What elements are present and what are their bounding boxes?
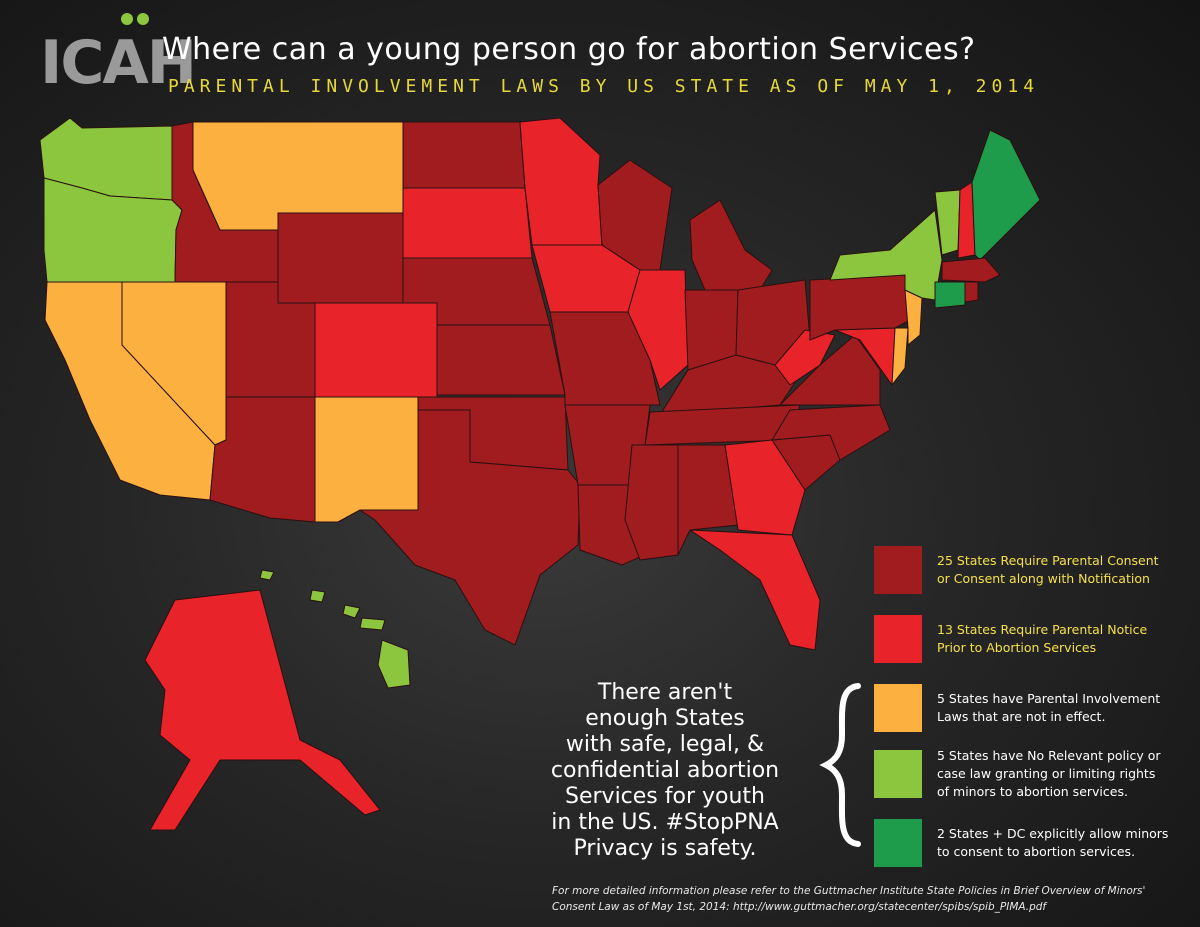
source-footnote: For more detailed information please ref… bbox=[552, 885, 1146, 913]
state-NJ bbox=[904, 289, 923, 346]
state-MS bbox=[624, 444, 679, 561]
slogan: There aren't enough States with safe, le… bbox=[520, 680, 810, 862]
state-FL bbox=[689, 529, 821, 651]
state-CT bbox=[934, 281, 966, 309]
legend-item-allow: 2 States + DC explicitly allow minors to… bbox=[874, 818, 1168, 868]
slogan-line: confidential abortion bbox=[550, 758, 780, 783]
slogan-line: with safe, legal, & bbox=[565, 732, 765, 757]
legend-swatch bbox=[874, 615, 922, 663]
logo-text: ICAH bbox=[40, 28, 197, 98]
page-subtitle: PARENTAL INVOLVEMENT LAWS BY US STATE AS… bbox=[168, 76, 1040, 97]
state-ND bbox=[402, 121, 526, 189]
state-ME bbox=[971, 129, 1041, 261]
state-AZ bbox=[209, 396, 316, 523]
slogan-line: Services for youth bbox=[565, 784, 765, 809]
legend-swatch bbox=[874, 684, 922, 732]
legend-label: 25 States Require Parental Consent or Co… bbox=[937, 553, 1159, 586]
state-WY bbox=[277, 212, 404, 304]
legend-item-notice: 13 States Require Parental Notice Prior … bbox=[874, 614, 1147, 664]
state-TX bbox=[359, 409, 581, 646]
legend-swatch bbox=[874, 750, 922, 798]
state-MI bbox=[689, 199, 773, 291]
legend-swatch bbox=[874, 546, 922, 594]
state-VA bbox=[779, 334, 881, 406]
slogan-line: Privacy is safety. bbox=[573, 836, 757, 861]
legend-label: 13 States Require Parental Notice Prior … bbox=[937, 622, 1148, 655]
state-KS bbox=[436, 324, 566, 396]
logo-dots bbox=[121, 10, 153, 29]
state-SD bbox=[402, 187, 533, 259]
legend-label: 2 States + DC explicitly allow minors to… bbox=[937, 826, 1169, 859]
legend-label: 5 States have Parental Involvement Laws … bbox=[937, 691, 1161, 724]
state-IL bbox=[627, 269, 689, 391]
state-AL bbox=[677, 444, 739, 556]
state-RI bbox=[964, 281, 979, 303]
brace-icon bbox=[819, 683, 861, 847]
state-WV bbox=[774, 329, 836, 386]
slogan-line: enough States bbox=[585, 706, 745, 731]
state-GA bbox=[724, 439, 806, 536]
slogan-line: There aren't bbox=[597, 680, 733, 705]
state-DE bbox=[891, 327, 909, 386]
legend-item-consent: 25 States Require Parental Consent or Co… bbox=[874, 545, 1159, 595]
legend-item-not-in-effect: 5 States have Parental Involvement Laws … bbox=[874, 683, 1160, 733]
state-AK bbox=[144, 589, 381, 831]
state-NY bbox=[829, 209, 943, 301]
state-CO bbox=[314, 302, 438, 398]
legend-label: 5 States have No Relevant policy or case… bbox=[937, 748, 1161, 799]
legend-swatch bbox=[874, 819, 922, 867]
page-title: Where can a young person go for abortion… bbox=[162, 32, 976, 67]
state-HI bbox=[259, 569, 411, 689]
state-NM bbox=[314, 396, 419, 523]
state-MN bbox=[519, 117, 603, 246]
slogan-line: in the US. #StopPNA bbox=[551, 810, 779, 835]
legend-item-no-policy: 5 States have No Relevant policy or case… bbox=[874, 748, 1161, 799]
state-MA bbox=[941, 257, 1001, 283]
